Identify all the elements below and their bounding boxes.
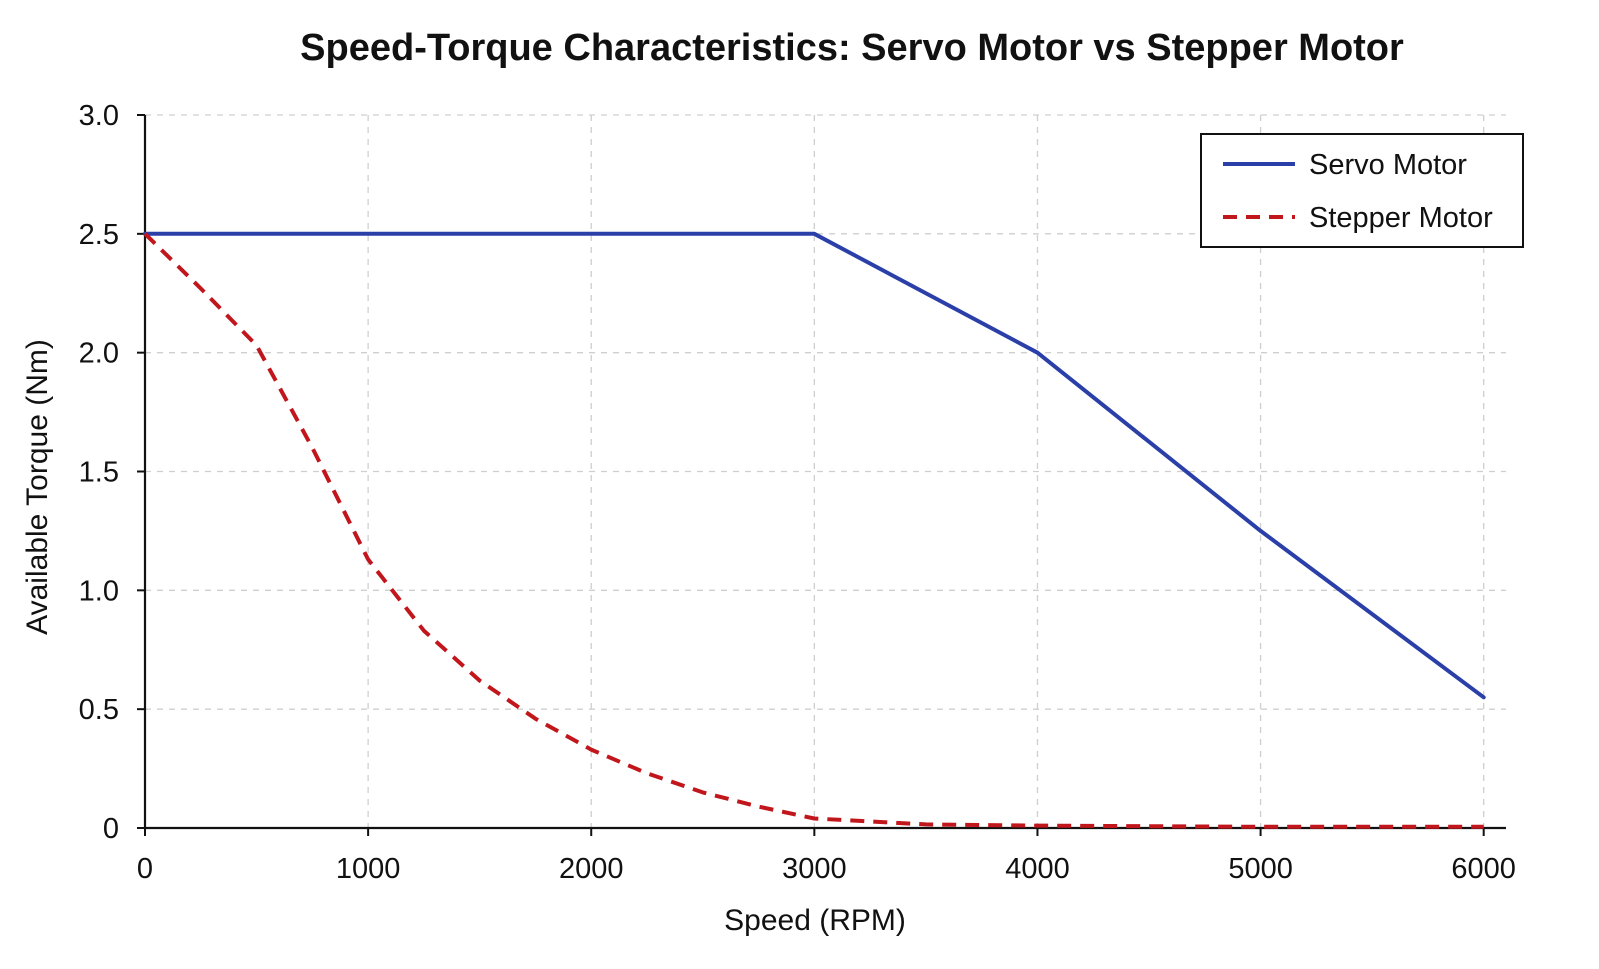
y-tick-label: 2.5 — [79, 219, 119, 251]
x-tick-label: 4000 — [1005, 853, 1070, 885]
y-tick-label: 1.0 — [79, 575, 119, 607]
x-tick-label: 3000 — [782, 853, 847, 885]
y-tick-label: 1.5 — [79, 457, 119, 489]
x-tick-label: 5000 — [1228, 853, 1293, 885]
legend-label-stepper-motor: Stepper Motor — [1309, 202, 1493, 234]
series-lines — [143, 231, 1486, 829]
x-axis-label: Speed (RPM) — [724, 904, 906, 937]
stepper-motor-line — [143, 232, 1484, 829]
x-axis-ticks: 0 1000 2000 3000 4000 5000 6000 — [137, 828, 1516, 885]
legend-label-servo-motor: Servo Motor — [1309, 149, 1467, 181]
x-tick-label: 6000 — [1451, 853, 1516, 885]
x-tick-label: 2000 — [559, 853, 624, 885]
y-tick-label: 0.5 — [79, 694, 119, 726]
y-tick-label: 2.0 — [79, 338, 119, 370]
x-tick-label: 1000 — [336, 853, 401, 885]
y-axis-ticks: 0 0.5 1.0 1.5 2.0 2.5 3.0 — [79, 100, 145, 845]
legend: Servo Motor Stepper Motor — [1200, 133, 1524, 248]
x-tick-label: 0 — [137, 853, 153, 885]
y-axis-label: Available Torque (Nm) — [21, 339, 54, 635]
legend-box — [1200, 133, 1524, 248]
y-tick-label: 0 — [103, 813, 119, 845]
servo-motor-line — [143, 231, 1486, 700]
chart-title: Speed-Torque Characteristics: Servo Moto… — [300, 27, 1404, 69]
y-tick-label: 3.0 — [79, 100, 119, 132]
